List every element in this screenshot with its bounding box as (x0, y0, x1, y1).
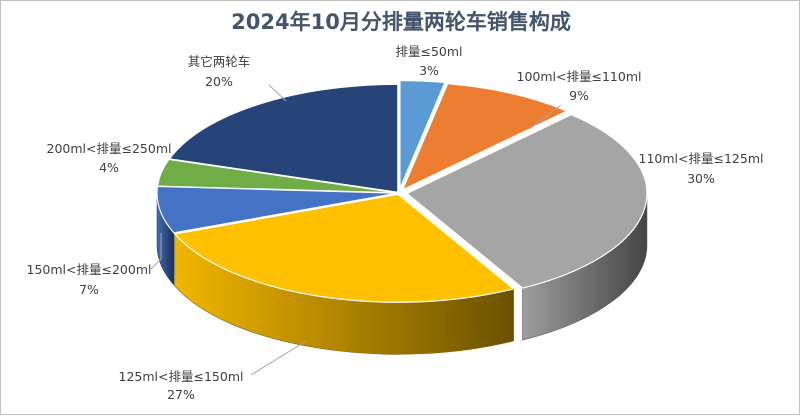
leader-line-7 (268, 84, 287, 102)
slice-label-2: 100ml<排量≤110ml (517, 69, 642, 84)
slice-value-label-1: 3% (419, 63, 439, 78)
slice-label-6: 200ml<排量≤250ml (47, 141, 172, 156)
pie-slice-1 (399, 79, 446, 189)
slice-label-5: 150ml<排量≤200ml (27, 262, 152, 277)
leader-lines (150, 84, 562, 376)
pie-slice-7 (168, 83, 399, 193)
pie-slice-2 (401, 83, 569, 192)
slice-label-4: 125ml<排量≤150ml (119, 369, 244, 384)
pie-slice-3 (405, 114, 648, 289)
pie-slice-5 (156, 185, 398, 234)
slice-label-7: 其它两轮车 (188, 54, 251, 69)
chart-title: 2024年10月分排量两轮车销售构成 (231, 10, 571, 34)
slice-value-label-2: 9% (569, 88, 589, 103)
slice-label-1: 排量≤50ml (395, 44, 462, 59)
slice-value-label-4: 27% (167, 387, 195, 402)
slice-label-3: 110ml<排量≤125ml (639, 151, 764, 166)
slice-value-label-5: 7% (79, 282, 99, 297)
leader-line-2 (528, 104, 562, 130)
slice-value-label-6: 4% (99, 160, 119, 175)
slice-value-label-7: 20% (205, 74, 233, 89)
pie-slice-6 (156, 158, 398, 194)
pie-slice-4 (173, 193, 515, 303)
pie-sides (156, 193, 648, 355)
pie-tops (156, 79, 648, 303)
data-labels: 排量≤50ml 3% 100ml<排量≤110ml 9% 110ml<排量≤125ml 3… (27, 44, 764, 402)
leader-line-5 (150, 233, 162, 270)
leader-line-4 (250, 340, 307, 376)
slice-value-label-3: 30% (687, 171, 715, 186)
